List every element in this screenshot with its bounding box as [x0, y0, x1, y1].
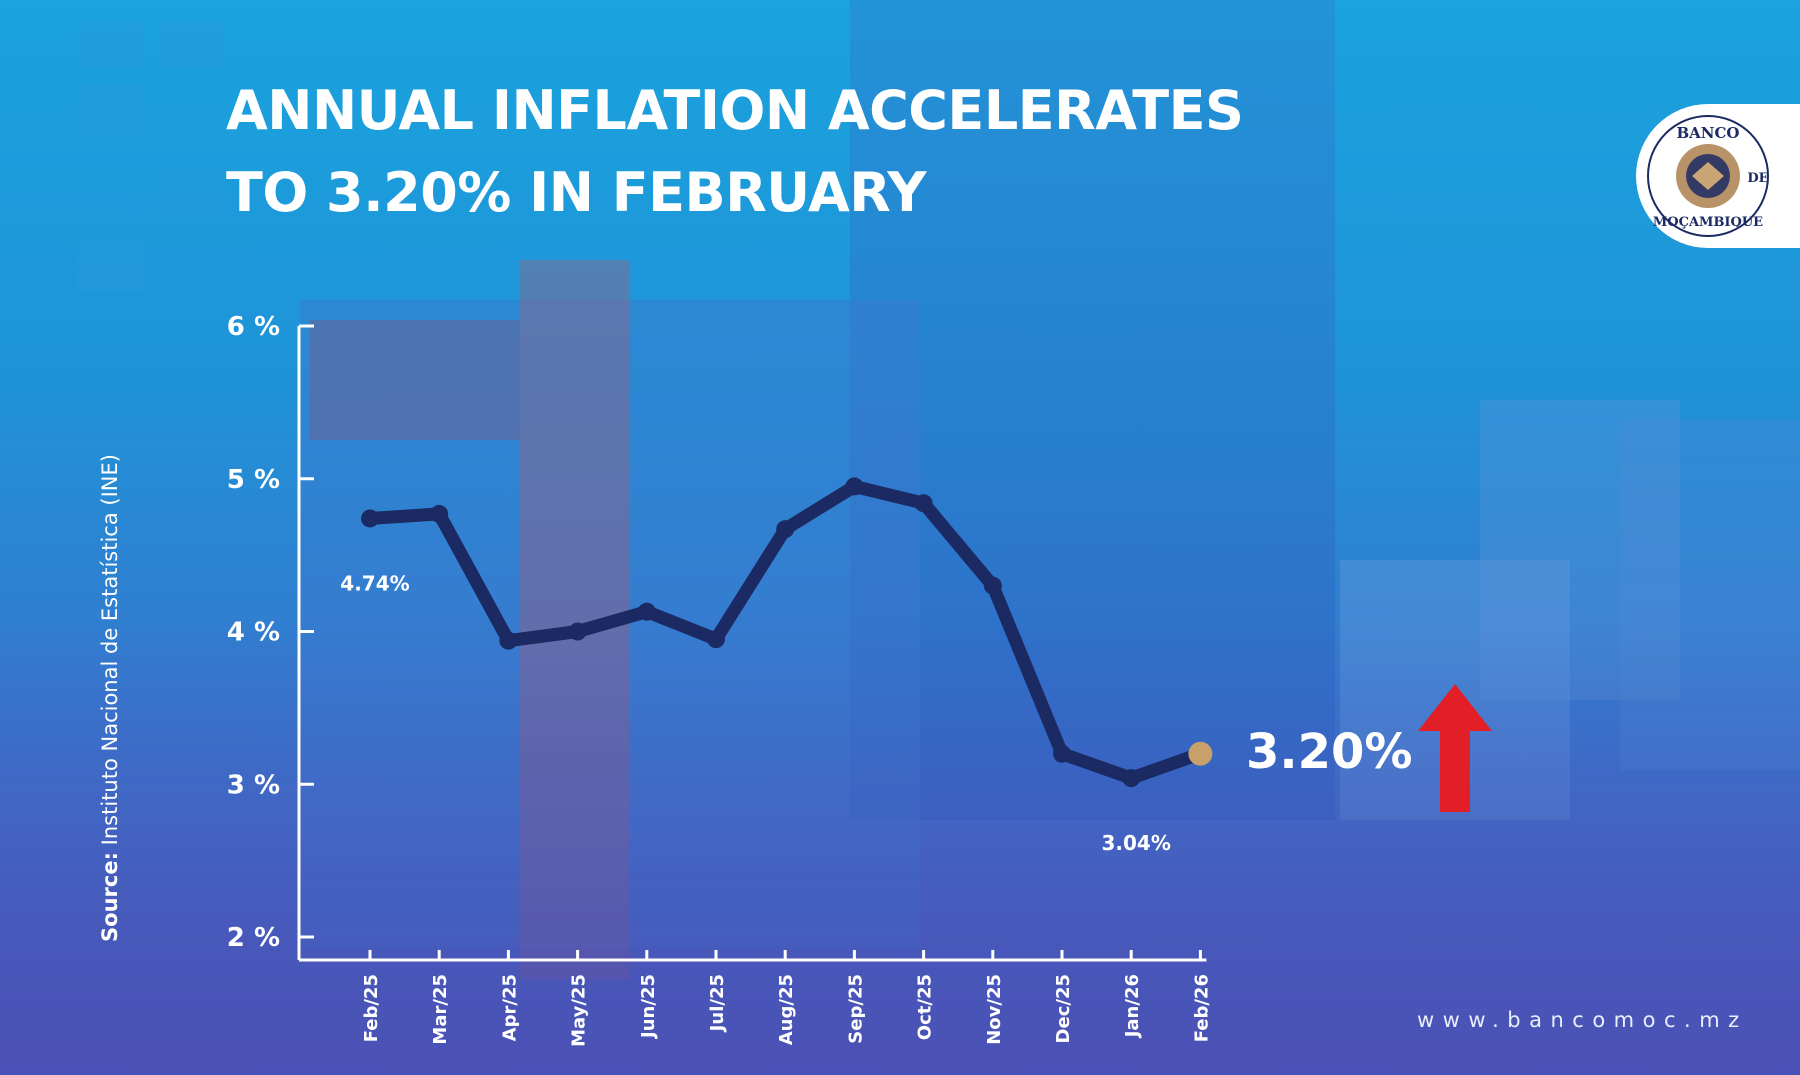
data-point	[983, 576, 1002, 595]
y-tick-label: 5 %	[227, 465, 280, 495]
data-point	[707, 630, 725, 649]
x-axis-ticks: Feb/25 Mar/25 Apr/25 May/25 Jun/25 Jul/25 Aug/…	[361, 950, 1212, 1047]
data-point	[361, 509, 379, 528]
bank-seal-icon: BANCO DE MOÇAMBIQUE	[1647, 115, 1769, 237]
chart-axes	[297, 326, 1207, 962]
highlight-data-point	[1188, 741, 1213, 766]
current-value-label: 3.20%	[1246, 724, 1413, 780]
data-point	[499, 631, 518, 650]
title-line-1: ANNUAL INFLATION ACCELERATES	[226, 79, 1244, 142]
website-link[interactable]: www.bancomoc.mz	[1417, 1008, 1748, 1032]
source-prefix: Source:	[98, 852, 122, 942]
y-tick-label: 4 %	[227, 618, 280, 648]
data-point	[1122, 769, 1141, 788]
data-point	[637, 602, 656, 621]
y-tick-label: 2 %	[227, 923, 280, 953]
x-tick-label: May/25	[569, 974, 590, 1047]
x-tick-label: Oct/25	[915, 974, 936, 1040]
x-tick-label: Feb/26	[1191, 974, 1212, 1042]
logo-text-bottom: MOÇAMBIQUE	[1653, 215, 1763, 230]
page-title: ANNUAL INFLATION ACCELERATES TO 3.20% IN…	[226, 70, 1244, 234]
x-tick-label: Aug/25	[776, 974, 797, 1045]
bank-logo: BANCO DE MOÇAMBIQUE	[1636, 104, 1800, 248]
x-tick-label: Jun/25	[638, 974, 659, 1040]
x-tick-label: Jul/25	[707, 974, 728, 1033]
y-tick-label: 3 %	[227, 770, 280, 800]
logo-text-mid: DE	[1747, 171, 1768, 186]
x-tick-label: Sep/25	[845, 974, 866, 1044]
y-tick-label: 6 %	[227, 312, 280, 342]
data-point	[568, 622, 587, 641]
title-line-2: TO 3.20% IN FEBRUARY	[226, 161, 927, 224]
x-tick-label: Apr/25	[499, 974, 520, 1041]
arrow-up-icon	[1418, 684, 1492, 812]
source-text: Instituto Nacional de Estatística (INE)	[98, 454, 122, 846]
data-point	[1053, 744, 1071, 763]
data-point	[914, 494, 933, 513]
x-tick-label: Feb/25	[361, 974, 382, 1042]
y-axis-ticks: 2 % 3 % 4 % 5 % 6 %	[227, 312, 314, 953]
x-tick-label: Nov/25	[984, 974, 1005, 1045]
data-point	[776, 520, 795, 539]
source-note: Source: Instituto Nacional de Estatístic…	[98, 454, 122, 942]
logo-text-top: BANCO	[1676, 124, 1739, 142]
x-tick-label: Dec/25	[1053, 974, 1074, 1043]
data-point	[430, 504, 449, 523]
x-tick-label: Jan/26	[1122, 974, 1143, 1039]
x-tick-label: Mar/25	[430, 974, 451, 1045]
data-labels-group: 4.74% 3.04%	[340, 571, 1171, 855]
points-group	[361, 477, 1213, 788]
data-label: 4.74%	[340, 571, 409, 595]
data-point	[845, 477, 864, 496]
data-label: 3.04%	[1102, 831, 1171, 855]
